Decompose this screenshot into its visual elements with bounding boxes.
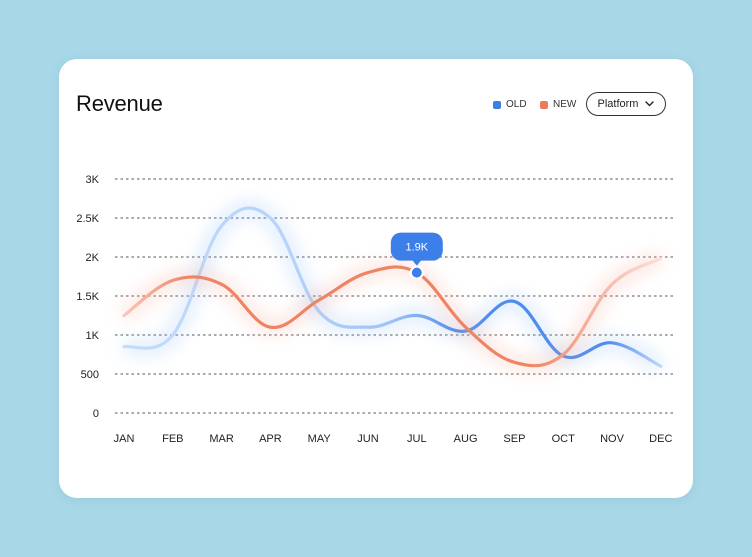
tooltip-bubble bbox=[390, 232, 443, 261]
legend-label-old: OLD bbox=[506, 99, 527, 110]
highlight-point[interactable] bbox=[409, 265, 424, 280]
x-tick-label: AUG bbox=[454, 433, 478, 445]
y-tick-label: 0 bbox=[93, 408, 99, 420]
tooltip-pointer bbox=[411, 259, 422, 266]
x-tick-label: SEP bbox=[503, 433, 525, 445]
y-tick-label: 1.5K bbox=[76, 291, 99, 303]
x-tick-label: MAR bbox=[209, 433, 234, 445]
chart-title: Revenue bbox=[76, 91, 163, 116]
tooltip-label: 1.9K bbox=[405, 242, 428, 254]
legend-swatch-new bbox=[540, 100, 548, 109]
legend-label-new: NEW bbox=[553, 99, 577, 110]
y-tick-label: 3K bbox=[86, 174, 100, 186]
x-tick-label: JUL bbox=[407, 433, 427, 445]
legend-item-old: OLD bbox=[493, 99, 527, 110]
x-tick-label: DEC bbox=[649, 433, 672, 445]
x-tick-label: JAN bbox=[114, 433, 135, 445]
legend-item-new: NEW bbox=[540, 99, 576, 110]
y-tick-label: 2.5K bbox=[76, 213, 99, 225]
x-tick-label: FEB bbox=[162, 433, 183, 445]
y-tick-label: 1K bbox=[86, 330, 100, 342]
grid-lines bbox=[115, 178, 674, 414]
series-line-new bbox=[122, 256, 663, 368]
y-tick-label: 500 bbox=[81, 369, 99, 381]
x-tick-label: APR bbox=[259, 433, 282, 445]
x-axis-ticks: JAN FEB MAR APR MAY JUN JUL AUG SEP OCT NOV DEC bbox=[114, 433, 673, 445]
platform-dropdown-label: Platform bbox=[597, 98, 639, 110]
y-axis-ticks: 0 500 1K 1.5K 2K 2.5K 3K bbox=[76, 174, 99, 420]
tooltip-annotation: 1.9K bbox=[390, 232, 443, 280]
x-tick-label: OCT bbox=[552, 433, 576, 445]
x-tick-label: NOV bbox=[600, 433, 625, 445]
chevron-down-icon bbox=[645, 101, 655, 107]
series-lines bbox=[120, 201, 664, 372]
y-tick-label: 2K bbox=[86, 252, 100, 264]
x-tick-label: MAY bbox=[308, 433, 332, 445]
legend-swatch-old bbox=[493, 100, 501, 109]
x-tick-label: JUN bbox=[357, 433, 378, 445]
platform-dropdown[interactable]: Platform bbox=[586, 92, 666, 116]
